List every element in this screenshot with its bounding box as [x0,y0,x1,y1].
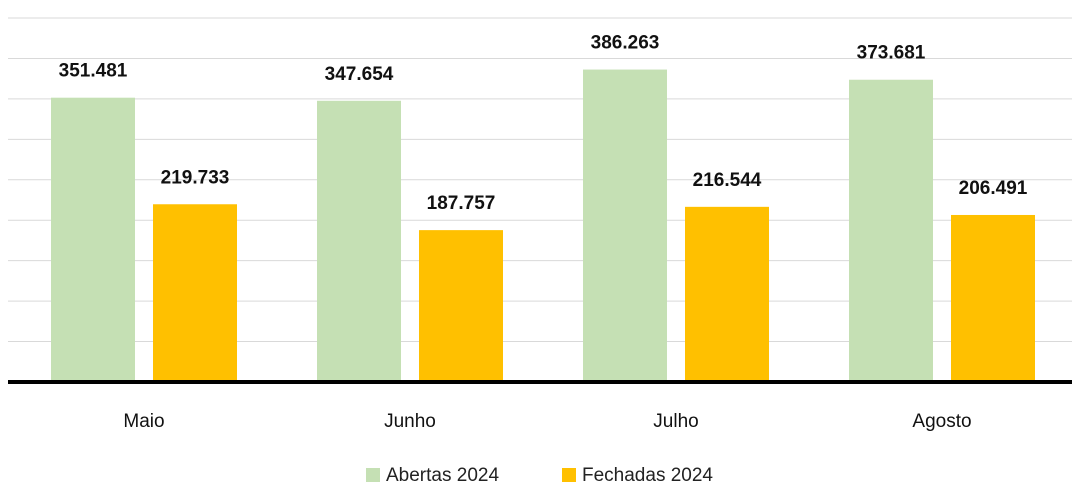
data-label: 347.654 [325,64,394,85]
x-tick-label: Maio [123,411,164,432]
data-label: 373.681 [857,43,926,64]
data-label: 351.481 [59,61,128,82]
data-label: 187.757 [427,193,496,214]
legend-swatch [366,468,380,482]
x-tick-label: Junho [384,411,436,432]
legend-swatch [562,468,576,482]
bar [51,97,135,383]
bar [849,79,933,383]
x-tick-label: Agosto [912,411,971,432]
bar [583,69,667,382]
bar [419,230,503,382]
bar [951,214,1035,382]
legend-label: Fechadas 2024 [582,465,713,486]
data-label: 206.491 [959,178,1028,199]
data-label: 386.263 [591,33,660,54]
x-tick-label: Julho [653,411,698,432]
bar [685,206,769,382]
bar [153,204,237,382]
data-label: 216.544 [693,170,762,191]
bar [317,100,401,382]
data-label: 219.733 [161,167,230,188]
legend-label: Abertas 2024 [386,465,499,486]
